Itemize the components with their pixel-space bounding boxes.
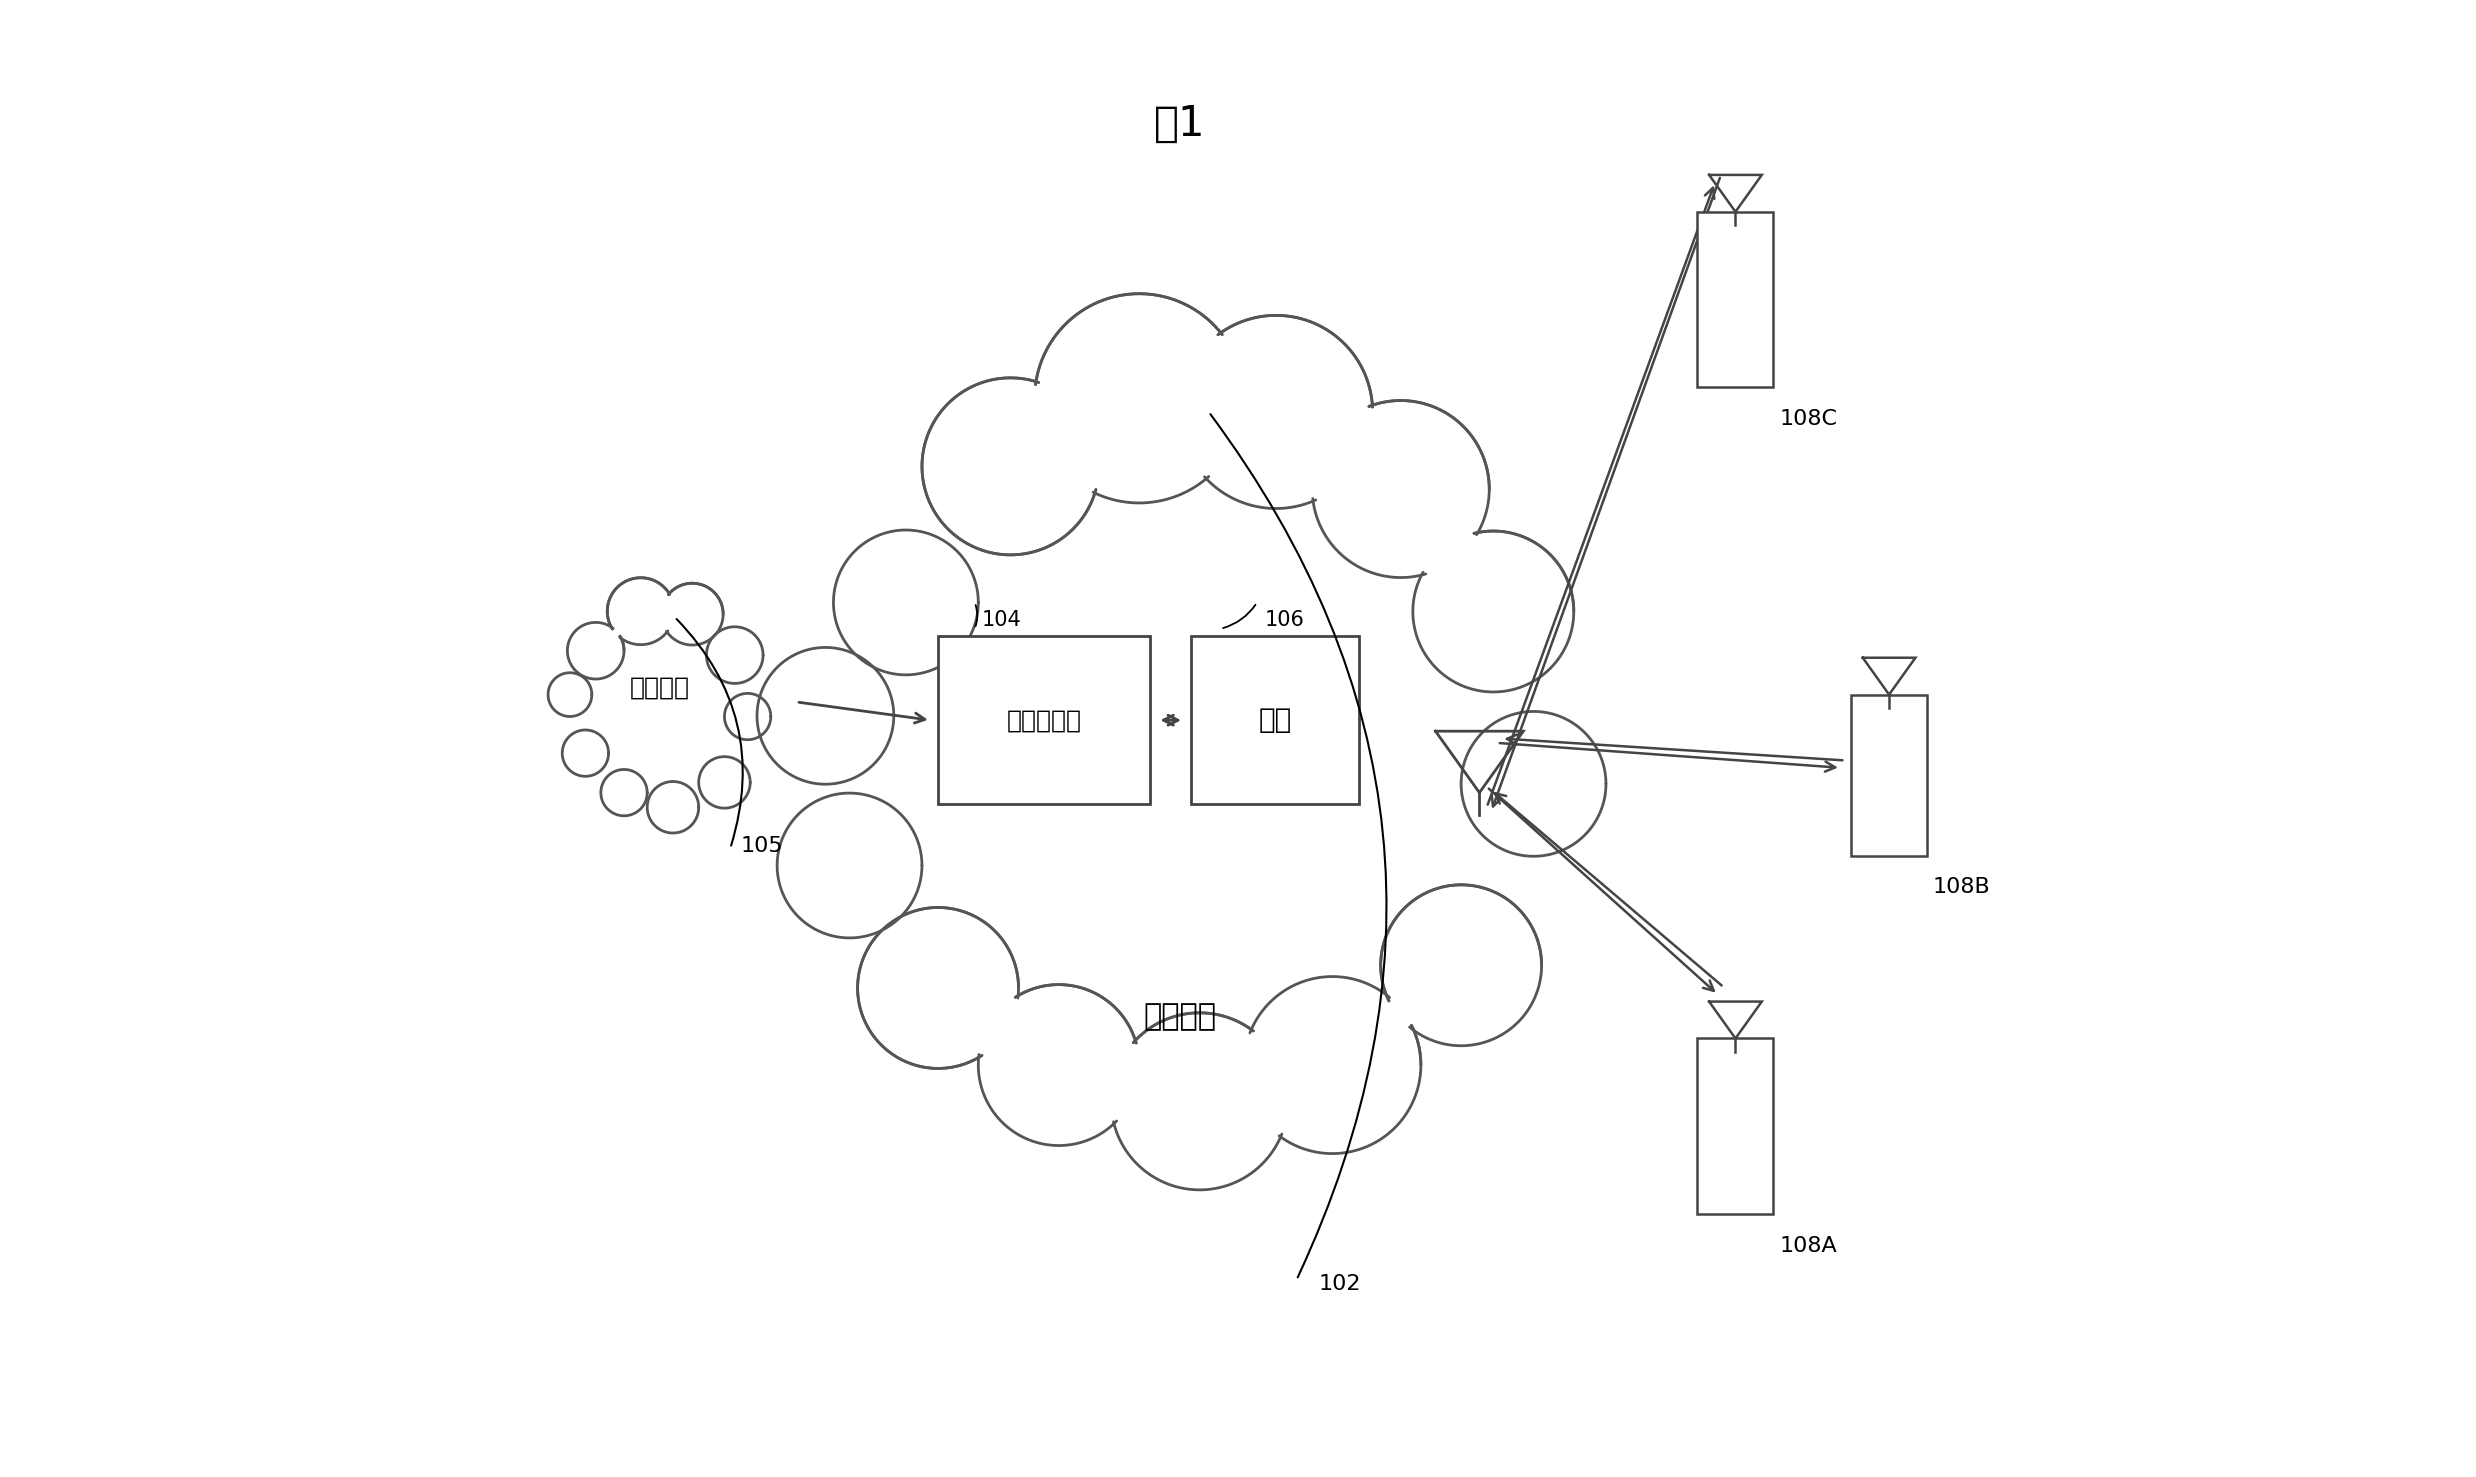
Text: 基站: 基站 (1258, 706, 1292, 734)
Circle shape (562, 730, 609, 777)
Circle shape (1310, 399, 1491, 579)
Circle shape (1109, 1012, 1290, 1192)
Circle shape (661, 582, 723, 645)
Text: 基站控制器: 基站控制器 (1008, 707, 1082, 733)
Circle shape (1243, 975, 1424, 1155)
FancyBboxPatch shape (1699, 211, 1773, 387)
Circle shape (857, 905, 1020, 1069)
Circle shape (1379, 883, 1543, 1047)
Text: 通信网络: 通信网络 (629, 675, 691, 699)
Text: 108B: 108B (1934, 877, 1991, 898)
Text: 108A: 108A (1780, 1236, 1837, 1255)
Circle shape (921, 377, 1102, 557)
Circle shape (976, 984, 1141, 1148)
Circle shape (698, 756, 750, 809)
Text: 无线网络: 无线网络 (1144, 1001, 1216, 1031)
Text: 102: 102 (1320, 1275, 1362, 1294)
Circle shape (599, 770, 649, 817)
Circle shape (723, 693, 770, 740)
Circle shape (1179, 313, 1374, 511)
Circle shape (646, 781, 698, 833)
Text: 108C: 108C (1780, 409, 1837, 430)
Circle shape (775, 792, 924, 939)
Text: 105: 105 (740, 836, 782, 855)
Text: 104: 104 (983, 610, 1023, 629)
Circle shape (1461, 710, 1607, 858)
FancyBboxPatch shape (1191, 637, 1359, 805)
FancyBboxPatch shape (938, 637, 1151, 805)
Circle shape (607, 578, 676, 645)
Circle shape (832, 529, 980, 676)
Circle shape (706, 626, 763, 684)
Text: 106: 106 (1265, 610, 1305, 629)
Text: 图1: 图1 (1154, 103, 1206, 145)
Circle shape (755, 645, 896, 786)
Circle shape (1032, 291, 1245, 505)
Circle shape (1411, 529, 1575, 694)
FancyBboxPatch shape (1852, 694, 1926, 855)
Circle shape (547, 672, 592, 716)
Circle shape (567, 622, 624, 679)
FancyBboxPatch shape (1699, 1038, 1773, 1214)
